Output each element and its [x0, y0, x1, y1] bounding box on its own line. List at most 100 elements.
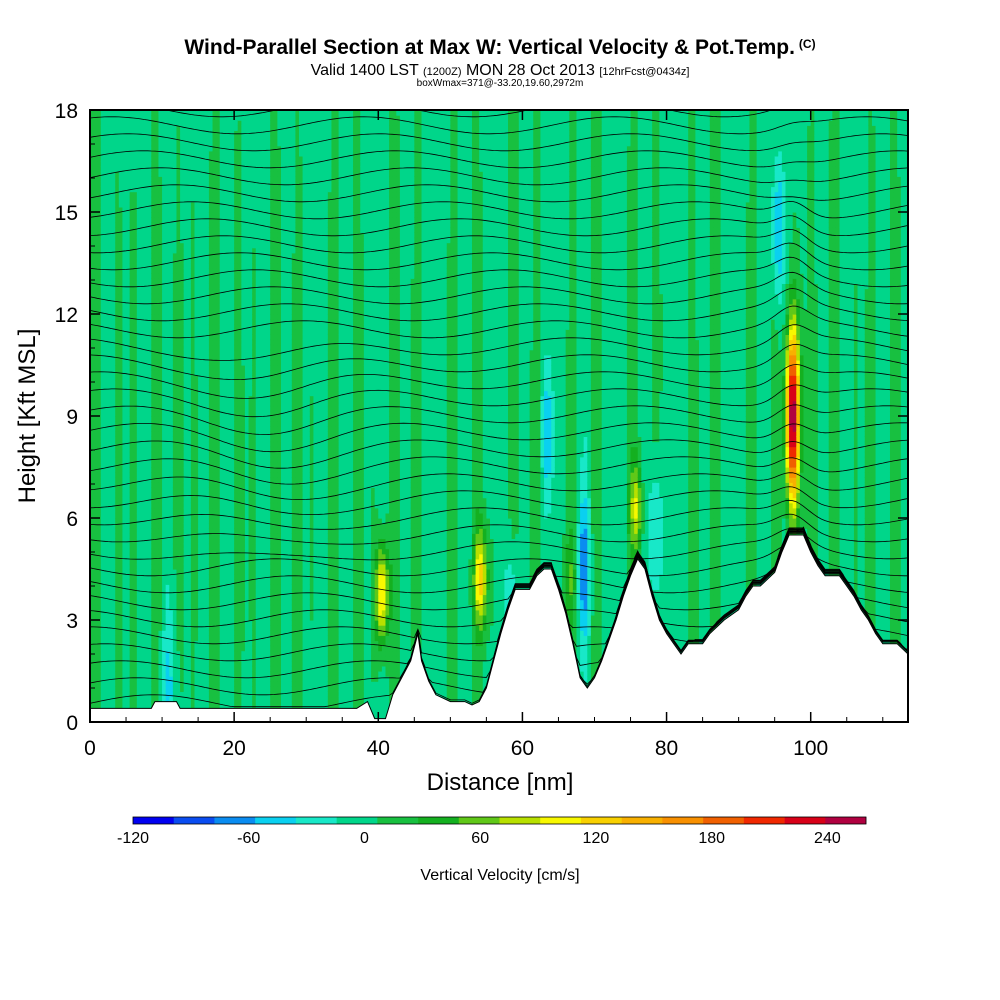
field-cell: [213, 426, 217, 432]
field-cell: [133, 467, 137, 473]
field-cell: [133, 375, 137, 381]
field-cell: [104, 115, 108, 121]
field-cell: [238, 477, 242, 483]
field-cell: [198, 258, 202, 264]
field-cell: [119, 421, 123, 427]
field-cell: [184, 319, 188, 325]
field-cell: [220, 391, 224, 397]
field-cell: [227, 538, 231, 544]
field-cell: [216, 212, 220, 218]
field-cell: [187, 625, 191, 631]
field-cell: [191, 702, 195, 708]
field-cell: [155, 146, 159, 152]
field-cell: [155, 273, 159, 279]
field-cell: [209, 329, 213, 335]
field-cell: [173, 640, 177, 646]
field-cell: [104, 569, 108, 575]
field-cell: [198, 513, 202, 519]
field-cell: [158, 375, 162, 381]
field-cell: [223, 197, 227, 203]
field-cell: [126, 477, 130, 483]
field-cell: [223, 523, 227, 529]
field-cell: [198, 319, 202, 325]
field-cell: [176, 197, 180, 203]
field-cell: [173, 457, 177, 463]
field-cell: [133, 482, 137, 488]
field-cell: [173, 197, 177, 203]
field-cell: [112, 319, 116, 325]
field-cell: [112, 635, 116, 641]
field-cell: [195, 130, 199, 136]
field-cell: [198, 498, 202, 504]
field-cell: [97, 324, 101, 330]
field-cell: [223, 324, 227, 330]
field-cell: [220, 273, 224, 279]
field-cell: [115, 431, 119, 437]
field-cell: [137, 411, 141, 417]
field-cell: [101, 202, 105, 208]
field-cell: [173, 375, 177, 381]
field-cell: [205, 498, 209, 504]
field-cell: [101, 452, 105, 458]
field-cell: [209, 426, 213, 432]
field-cell: [234, 406, 238, 412]
field-cell: [216, 176, 220, 182]
field-cell: [101, 370, 105, 376]
field-cell: [137, 232, 141, 238]
field-cell: [155, 253, 159, 259]
field-cell: [176, 161, 180, 167]
field-cell: [104, 243, 108, 249]
field-cell: [101, 278, 105, 284]
field-cell: [227, 436, 231, 442]
field-cell: [112, 207, 116, 213]
field-cell: [158, 141, 162, 147]
field-cell: [191, 544, 195, 550]
field-cell: [140, 554, 144, 560]
field-cell: [187, 574, 191, 580]
field-cell: [162, 141, 166, 147]
field-cell: [144, 447, 148, 453]
field-cell: [97, 141, 101, 147]
field-cell: [223, 538, 227, 544]
field-cell: [155, 513, 159, 519]
field-cell: [209, 564, 213, 570]
field-cell: [104, 263, 108, 269]
field-cell: [133, 549, 137, 555]
field-cell: [209, 385, 213, 391]
field-cell: [158, 564, 162, 570]
field-cell: [144, 355, 148, 361]
field-cell: [223, 477, 227, 483]
field-cell: [133, 620, 137, 626]
field-cell: [108, 120, 112, 126]
field-cell: [198, 263, 202, 269]
field-cell: [101, 161, 105, 167]
field-cell: [209, 238, 213, 244]
field-cell: [166, 181, 170, 187]
field-cell: [108, 187, 112, 193]
field-cell: [112, 620, 116, 626]
field-cell: [104, 600, 108, 606]
field-cell: [220, 370, 224, 376]
field-cell: [94, 197, 98, 203]
field-cell: [216, 452, 220, 458]
field-cell: [122, 518, 126, 524]
field-cell: [227, 385, 231, 391]
field-cell: [227, 610, 231, 616]
field-cell: [108, 493, 112, 499]
field-cell: [140, 513, 144, 519]
field-cell: [216, 258, 220, 264]
field-cell: [213, 681, 217, 687]
field-cell: [108, 640, 112, 646]
field-cell: [133, 584, 137, 590]
field-cell: [234, 125, 238, 131]
field-cell: [140, 457, 144, 463]
field-cell: [140, 595, 144, 601]
field-cell: [187, 686, 191, 692]
field-cell: [151, 329, 155, 335]
field-cell: [216, 273, 220, 279]
field-cell: [137, 217, 141, 223]
field-cell: [101, 171, 105, 177]
field-cell: [234, 625, 238, 631]
field-cell: [176, 253, 180, 259]
field-cell: [176, 120, 180, 126]
